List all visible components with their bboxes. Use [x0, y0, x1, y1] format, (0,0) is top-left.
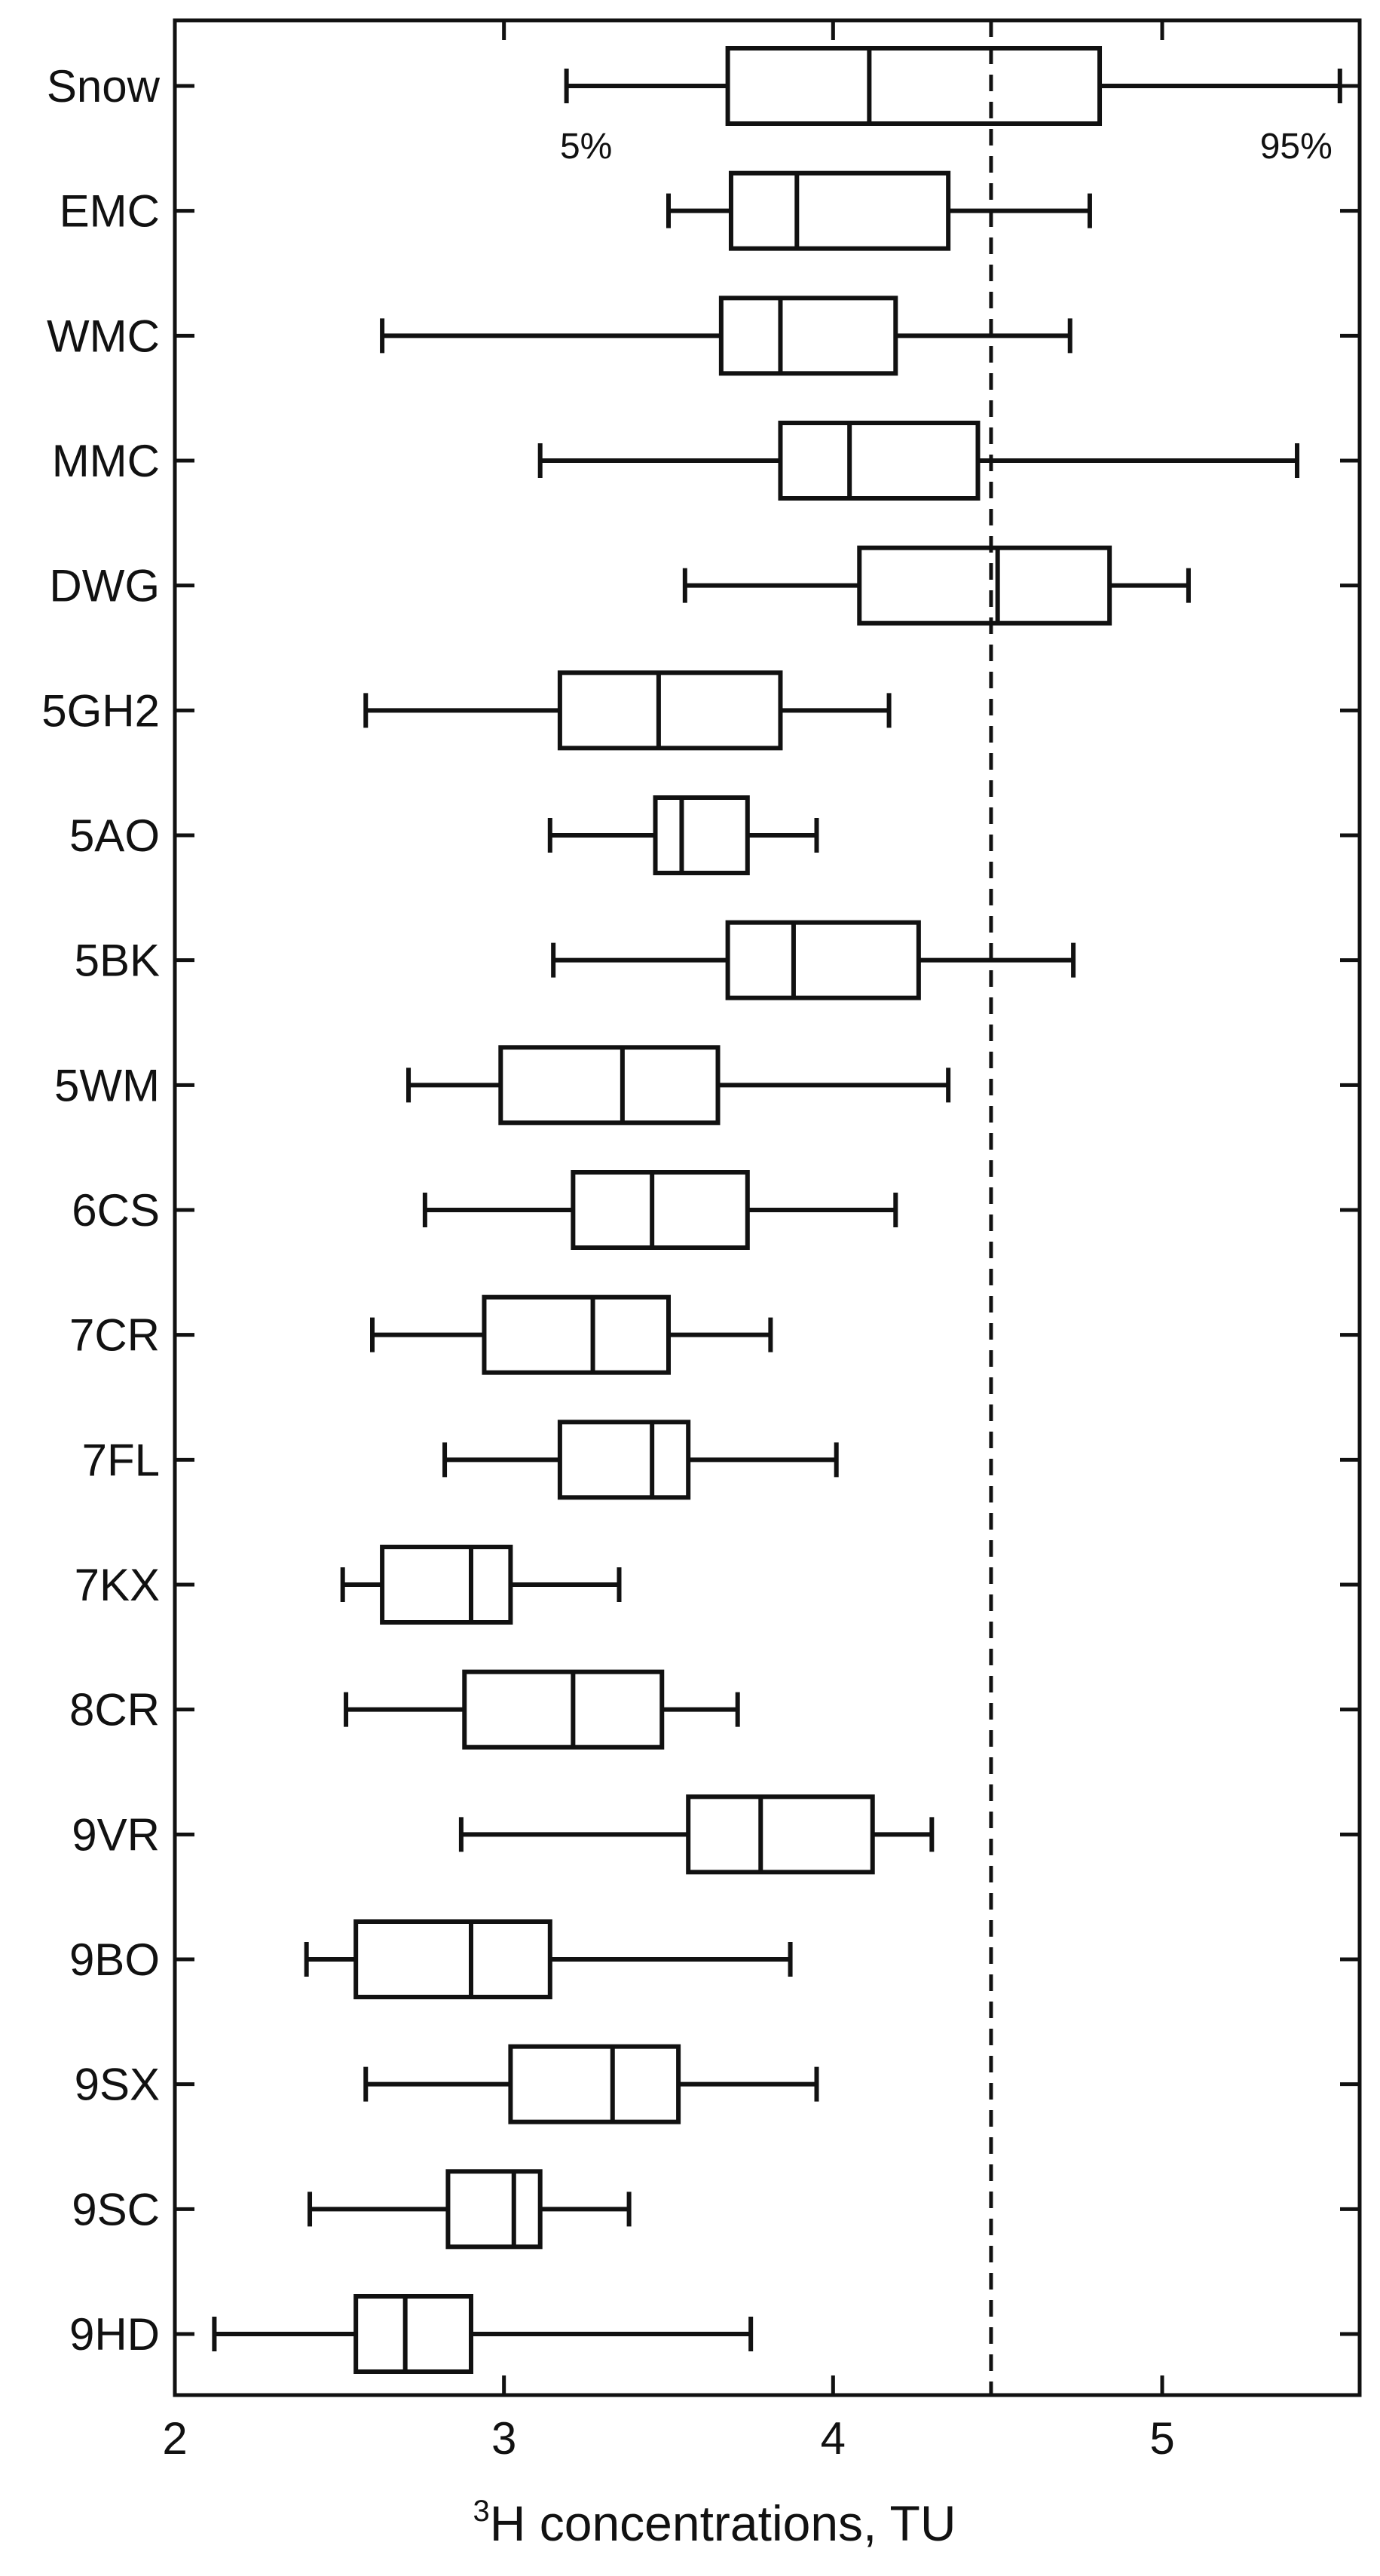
- box-iqr: [686, 1794, 875, 1875]
- box-iqr: [571, 1170, 750, 1250]
- box-iqr: [725, 920, 921, 1000]
- plot-frame: [173, 18, 1362, 2397]
- category-label: 5BK: [75, 936, 160, 986]
- x-tick-label: 3: [491, 2413, 516, 2464]
- category-label: MMC: [52, 436, 160, 486]
- box-iqr: [353, 1919, 552, 1999]
- category-label: 8CR: [69, 1685, 160, 1735]
- category-label: 5AO: [69, 810, 160, 861]
- category-label: 9HD: [69, 2309, 160, 2360]
- box-iqr: [482, 1294, 672, 1375]
- x-tick-label: 2: [162, 2413, 187, 2464]
- category-label: EMC: [60, 186, 160, 237]
- category-label: WMC: [47, 311, 160, 361]
- box-iqr: [728, 170, 951, 251]
- category-label: 7CR: [69, 1310, 160, 1361]
- category-label: 5GH2: [41, 685, 160, 736]
- annotation-5pct: 5%: [560, 127, 612, 167]
- box-iqr: [557, 1420, 691, 1500]
- category-label: 5WM: [54, 1060, 160, 1110]
- x-axis-title-main: H concentrations, TU: [490, 2495, 956, 2551]
- x-tick-label: 5: [1149, 2413, 1174, 2464]
- box-iqr: [718, 296, 898, 376]
- box-iqr: [857, 545, 1112, 626]
- x-axis-title: 3H concentrations, TU: [473, 2495, 956, 2551]
- x-tick-label: 4: [821, 2413, 846, 2464]
- box-iqr: [353, 2294, 473, 2374]
- box-iqr: [498, 1045, 721, 1126]
- category-label: 6CS: [72, 1185, 160, 1236]
- box-iqr: [557, 670, 783, 751]
- box-iqr: [725, 46, 1103, 126]
- box-iqr: [778, 421, 981, 501]
- chart-marks: 2 3 4 5 Snow EMC WMC MMC DWG 5GH2 5AO 5BK 5WM 6CS 7CR 7…: [41, 20, 1360, 2464]
- box-iqr: [445, 2169, 543, 2250]
- category-label: 9BO: [69, 1934, 160, 1985]
- box-iqr: [653, 795, 750, 875]
- category-label: 7FL: [82, 1435, 160, 1485]
- annotation-95pct: 95%: [1260, 127, 1333, 167]
- box-iqr: [508, 2044, 681, 2124]
- box-iqr: [380, 1545, 513, 1625]
- category-label: 9SC: [72, 2184, 160, 2234]
- x-axis-title-superscript: 3: [473, 2495, 490, 2528]
- category-label: 7KX: [75, 1560, 160, 1610]
- category-label: Snow: [47, 61, 161, 112]
- box-iqr: [462, 1669, 665, 1750]
- category-label: 9SX: [75, 2060, 160, 2110]
- category-label: DWG: [49, 561, 160, 611]
- category-label: 9VR: [72, 1809, 160, 1860]
